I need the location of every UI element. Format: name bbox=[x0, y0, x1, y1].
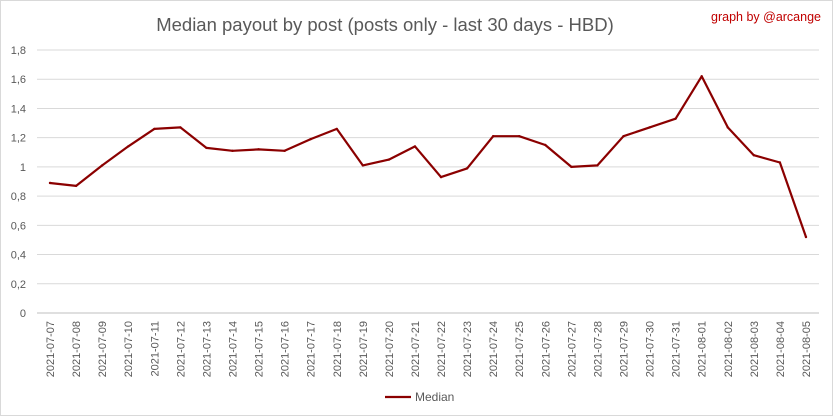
x-tick-label: 2021-07-07 bbox=[45, 321, 57, 377]
data-point bbox=[257, 148, 260, 151]
data-point bbox=[74, 184, 78, 188]
data-point bbox=[231, 149, 234, 153]
x-tick-label: 2021-07-12 bbox=[175, 321, 187, 377]
x-tick-label: 2021-07-31 bbox=[671, 321, 683, 377]
data-point bbox=[570, 165, 573, 169]
data-point bbox=[752, 154, 756, 157]
data-point bbox=[439, 175, 443, 179]
data-point bbox=[518, 135, 521, 138]
x-tick-label: 2021-07-28 bbox=[592, 321, 604, 377]
data-point bbox=[465, 167, 469, 170]
x-tick-label: 2021-07-11 bbox=[149, 321, 161, 376]
x-tick-label: 2021-07-16 bbox=[280, 321, 292, 377]
data-point bbox=[283, 149, 286, 153]
x-tick-label: 2021-08-04 bbox=[775, 321, 787, 377]
x-tick-label: 2021-07-17 bbox=[306, 321, 318, 377]
y-tick-label: 1,2 bbox=[11, 133, 26, 145]
y-axis-tick-labels: 0 0,2 0,4 0,6 0,8 1 1,2 1,4 1,6 1,8 bbox=[11, 45, 26, 320]
x-tick-label: 2021-07-10 bbox=[123, 321, 135, 377]
y-tick-label: 0,8 bbox=[11, 191, 26, 203]
data-point bbox=[674, 117, 677, 120]
gridlines bbox=[37, 49, 819, 314]
x-tick-label: 2021-08-02 bbox=[723, 321, 735, 377]
data-point bbox=[648, 126, 651, 129]
y-tick-label: 1,6 bbox=[11, 74, 26, 86]
data-point bbox=[544, 143, 547, 147]
y-tick-label: 1 bbox=[20, 162, 26, 174]
x-tick-label: 2021-07-21 bbox=[410, 321, 422, 377]
x-tick-label: 2021-07-20 bbox=[384, 321, 396, 377]
data-point bbox=[179, 126, 182, 129]
x-tick-label: 2021-07-15 bbox=[254, 321, 266, 377]
x-tick-label: 2021-07-30 bbox=[645, 321, 657, 377]
x-tick-label: 2021-07-13 bbox=[201, 321, 213, 377]
data-point bbox=[726, 126, 729, 129]
x-tick-label: 2021-08-03 bbox=[749, 321, 761, 377]
y-tick-label: 1,8 bbox=[11, 45, 26, 57]
x-tick-label: 2021-07-25 bbox=[514, 321, 526, 377]
legend-label-median: Median bbox=[415, 390, 454, 404]
x-tick-label: 2021-08-01 bbox=[697, 321, 709, 377]
x-tick-label: 2021-07-23 bbox=[462, 321, 474, 377]
data-point bbox=[413, 145, 417, 148]
data-point bbox=[153, 127, 156, 131]
data-point bbox=[361, 164, 365, 167]
y-tick-label: 1,4 bbox=[11, 103, 26, 115]
data-point bbox=[596, 164, 599, 167]
data-point bbox=[491, 135, 495, 138]
data-point bbox=[700, 75, 703, 78]
chart-title: Median payout by post (posts only - last… bbox=[156, 14, 614, 35]
x-tick-label: 2021-07-18 bbox=[332, 321, 344, 377]
x-tick-label: 2021-07-09 bbox=[97, 321, 109, 377]
y-tick-label: 0,4 bbox=[11, 250, 26, 262]
data-point bbox=[127, 145, 130, 148]
x-tick-label: 2021-07-14 bbox=[228, 321, 240, 377]
x-tick-label: 2021-07-19 bbox=[358, 321, 370, 377]
data-point bbox=[309, 137, 312, 141]
data-point bbox=[100, 164, 104, 167]
data-point bbox=[335, 127, 338, 131]
data-point bbox=[804, 235, 808, 239]
data-point bbox=[622, 135, 625, 138]
x-tick-label: 2021-07-27 bbox=[566, 321, 578, 377]
series-line-median bbox=[48, 75, 808, 239]
y-tick-label: 0 bbox=[20, 308, 26, 320]
series-lines bbox=[48, 75, 808, 239]
x-tick-label: 2021-07-08 bbox=[71, 321, 83, 377]
legend: Median bbox=[385, 390, 454, 404]
x-tick-label: 2021-07-29 bbox=[619, 321, 631, 377]
data-point bbox=[48, 181, 52, 185]
x-tick-label: 2021-08-05 bbox=[801, 321, 813, 377]
x-tick-label: 2021-07-24 bbox=[488, 321, 500, 377]
x-tick-label: 2021-07-22 bbox=[436, 321, 448, 377]
data-point bbox=[387, 158, 391, 161]
data-point bbox=[205, 146, 208, 150]
x-axis-tick-labels: 2021-07-07 2021-07-08 2021-07-09 2021-07-10… bbox=[45, 321, 813, 377]
y-tick-label: 0,2 bbox=[11, 279, 26, 291]
data-point bbox=[778, 161, 782, 164]
chart-credit: graph by @arcange bbox=[711, 10, 821, 24]
y-tick-label: 0,6 bbox=[11, 220, 26, 232]
x-tick-label: 2021-07-26 bbox=[540, 321, 552, 377]
